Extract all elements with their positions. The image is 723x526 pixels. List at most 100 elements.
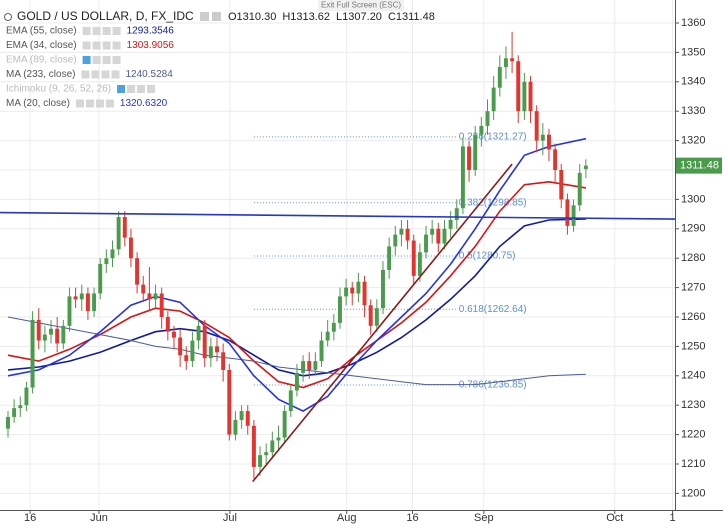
- indicator-icon[interactable]: [91, 70, 100, 79]
- candle-body: [387, 246, 392, 270]
- y-tick-label: 1280: [681, 252, 705, 264]
- indicator-icon[interactable]: [92, 41, 101, 50]
- candle-body: [337, 296, 342, 323]
- candle-body: [540, 134, 545, 141]
- indicator-icon[interactable]: [127, 85, 136, 93]
- candle-body: [116, 217, 121, 250]
- indicator-icon[interactable]: [82, 41, 91, 50]
- settings-icon[interactable]: [212, 12, 221, 21]
- exit-button[interactable]: [318, 0, 404, 11]
- indicator-name: MA (20, close): [6, 98, 70, 109]
- price-tag-label: 1311.48: [680, 160, 719, 172]
- exit-full-screen[interactable]: Exit Full Screen (ESC): [321, 1, 401, 10]
- candle-body: [251, 425, 256, 467]
- candle-body: [381, 269, 385, 309]
- candle-body: [473, 134, 478, 170]
- indicator-icon[interactable]: [82, 56, 91, 64]
- y-tick-label: 1220: [681, 428, 705, 440]
- eye-icon[interactable]: [4, 13, 12, 21]
- candle-body: [577, 172, 582, 206]
- indicator-icon[interactable]: [92, 27, 101, 35]
- x-tick-label: Jun: [90, 512, 108, 524]
- candle-body: [454, 208, 459, 220]
- indicator-line: [7, 180, 587, 389]
- indicator-icon[interactable]: [112, 56, 121, 64]
- candle-body: [417, 252, 422, 276]
- candle-body: [184, 355, 189, 362]
- candle-body: [61, 325, 66, 344]
- indicator-icon[interactable]: [82, 27, 91, 35]
- candle-body: [79, 293, 84, 300]
- indicator-icon[interactable]: [102, 56, 111, 64]
- candle-body: [491, 87, 496, 112]
- candle-body: [516, 61, 521, 112]
- indicator-icon[interactable]: [112, 27, 121, 35]
- indicator-icon[interactable]: [101, 70, 110, 79]
- indicator-icon[interactable]: [75, 99, 84, 108]
- candle-body: [202, 325, 207, 359]
- candle-body: [294, 372, 299, 391]
- indicator-icon[interactable]: [147, 85, 156, 93]
- candle-body: [399, 228, 404, 235]
- price-tag: [676, 157, 722, 174]
- candle-body: [307, 361, 312, 370]
- indicator-icon[interactable]: [105, 99, 114, 108]
- indicator-icon[interactable]: [95, 99, 104, 108]
- candle-body: [208, 346, 213, 359]
- x-tick-label: 1: [669, 512, 675, 524]
- y-tick-label: 1230: [681, 399, 705, 411]
- candle-body: [73, 296, 78, 300]
- x-tick-label: 16: [406, 512, 418, 524]
- candle-body: [67, 296, 72, 326]
- candle-body: [147, 293, 152, 300]
- fib-label: 0.786(1236.85): [459, 380, 527, 391]
- ohlc-value: O1310.30: [228, 11, 276, 23]
- candle-body: [6, 416, 10, 429]
- candle-body: [411, 240, 416, 276]
- candle-body: [178, 337, 183, 356]
- legend: GOLD / US DOLLAR, D, FX_IDC O1310.30 H131…: [4, 9, 435, 109]
- y-tick-label: 1320: [681, 134, 705, 146]
- indicator-icon[interactable]: [102, 41, 111, 50]
- ohlc-value: L1307.20: [336, 11, 382, 23]
- candle-body: [534, 111, 539, 141]
- candle-body: [547, 134, 551, 150]
- indicator-icon[interactable]: [117, 85, 126, 93]
- indicator-icon[interactable]: [112, 41, 121, 50]
- indicator-icon[interactable]: [111, 70, 120, 79]
- indicator-value: 1303.9056: [127, 40, 175, 51]
- indicator-icon[interactable]: [92, 56, 101, 64]
- indicator-icon[interactable]: [81, 70, 90, 79]
- indicator-icon[interactable]: [137, 85, 146, 93]
- candle-body: [485, 111, 490, 126]
- y-tick-label: 1350: [681, 46, 705, 58]
- candle-body: [110, 249, 115, 259]
- candle-body: [503, 58, 508, 68]
- x-tick-label: Aug: [337, 512, 357, 524]
- candle-body: [301, 361, 306, 373]
- indicator-name: EMA (89, close): [6, 55, 77, 66]
- y-tick-label: 1250: [681, 340, 705, 352]
- candle-body: [356, 281, 361, 294]
- y-tick-label: 1340: [681, 76, 705, 88]
- y-tick-label: 1210: [681, 458, 705, 470]
- candle-body: [24, 387, 29, 406]
- candle-body: [350, 287, 355, 294]
- settings-icon[interactable]: [200, 12, 209, 21]
- x-tick-label: Sep: [474, 512, 494, 524]
- indicator-icon[interactable]: [102, 27, 111, 35]
- chart-title: GOLD / US DOLLAR, D, FX_IDC: [17, 9, 194, 23]
- indicator-name: EMA (34, close): [6, 40, 77, 51]
- candle-body: [36, 319, 41, 341]
- indicator-value: 1240.5284: [125, 69, 173, 80]
- indicator-icon[interactable]: [85, 99, 94, 108]
- candle-body: [227, 369, 232, 435]
- candle-body: [190, 340, 195, 362]
- axes: 1200 1210 1220 1230 1240 1250 1260 1270 1280 1290…: [24, 17, 722, 524]
- candle-body: [85, 293, 90, 312]
- candle-body: [215, 346, 219, 353]
- candle-body: [325, 331, 330, 341]
- candle-body: [331, 322, 336, 332]
- y-tick-label: 1270: [681, 281, 705, 293]
